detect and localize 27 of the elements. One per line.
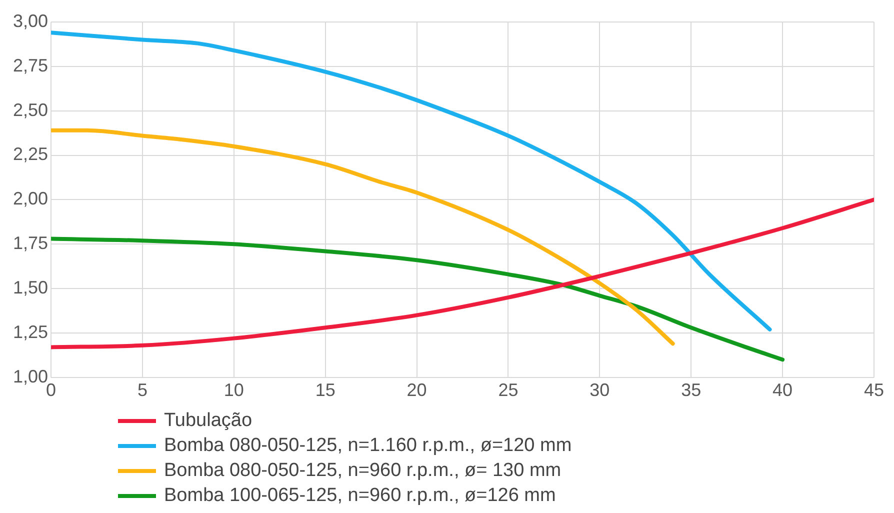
x-tick-label: 25 — [498, 380, 518, 400]
line-series — [51, 128, 675, 346]
legend-label: Bomba 080-050-125, n=960 r.p.m., ø= 130 mm — [164, 459, 562, 483]
x-tick-label: 15 — [315, 380, 336, 400]
x-tick-label: 10 — [224, 380, 244, 400]
legend-label: Bomba 100-065-125, n=960 r.p.m., ø=126 mm — [164, 484, 556, 508]
x-tick-label: 5 — [137, 380, 148, 400]
x-tick-label: 0 — [46, 380, 56, 400]
legend-label: Tubulação — [164, 409, 252, 433]
line-series — [51, 30, 772, 332]
y-tick-label: 1,00 — [12, 366, 48, 386]
y-tick-label: 2,50 — [12, 100, 48, 120]
line-series — [51, 198, 874, 350]
y-tick-label: 1,25 — [12, 322, 48, 342]
y-tick-label: 2,25 — [12, 144, 48, 164]
x-tick-label: 45 — [864, 380, 884, 400]
line-series — [51, 236, 785, 362]
x-tick-label: 30 — [590, 380, 610, 400]
x-tick-label: 40 — [772, 380, 793, 400]
x-tick-label: 35 — [681, 380, 702, 400]
y-tick-label: 1,75 — [12, 233, 48, 254]
y-tick-label: 2,75 — [12, 55, 48, 76]
legend-label: Bomba 080-050-125, n=1.160 r.p.m., ø=120 mm — [164, 434, 572, 458]
y-tick-label: 2,00 — [12, 188, 48, 209]
x-tick-label: 20 — [406, 380, 427, 400]
y-tick-label: 3,00 — [12, 10, 48, 31]
y-tick-label: 1,50 — [12, 278, 48, 298]
